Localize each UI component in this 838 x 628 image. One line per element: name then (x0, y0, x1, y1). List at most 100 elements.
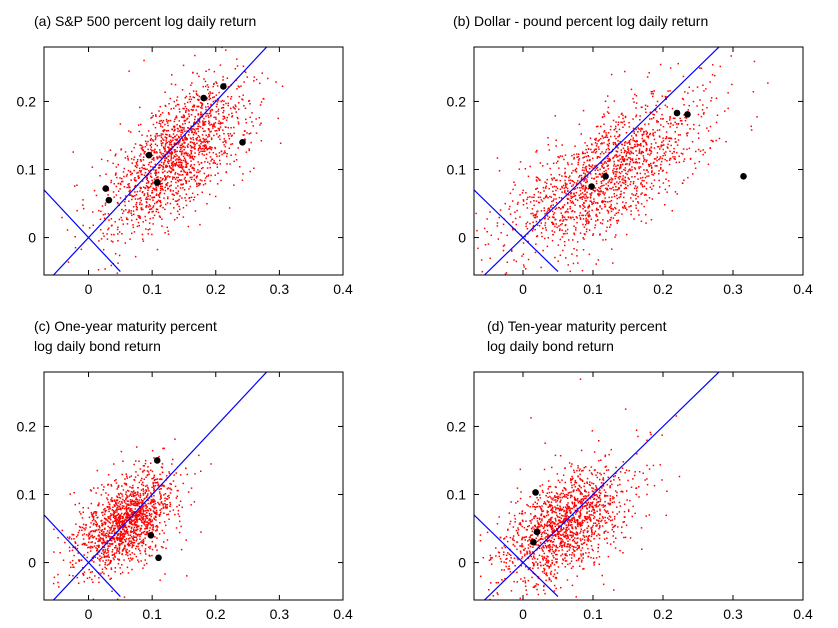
scatter-point (544, 187, 547, 189)
scatter-point (572, 180, 574, 183)
scatter-point (57, 537, 59, 539)
scatter-point (245, 118, 247, 121)
scatter-point (94, 542, 96, 544)
scatter-point (169, 119, 172, 122)
scatter-point (705, 88, 707, 90)
scatter-point (616, 222, 618, 224)
scatter-point (572, 532, 574, 534)
scatter-point (138, 499, 140, 501)
scatter-point (213, 116, 215, 119)
scatter-point (643, 194, 646, 196)
scatter-point (146, 526, 149, 528)
scatter-point (607, 164, 609, 166)
scatter-point (588, 221, 590, 223)
scatter-point (627, 177, 629, 179)
scatter-point (204, 144, 206, 147)
scatter-point (581, 498, 584, 500)
scatter-point (631, 166, 633, 168)
scatter-point (145, 142, 148, 145)
scatter-point (559, 228, 561, 230)
scatter-point (617, 142, 620, 145)
scatter-point (594, 224, 597, 226)
scatter-point (588, 253, 591, 256)
scatter-point (650, 90, 653, 93)
scatter-point (609, 219, 612, 221)
scatter-point (674, 191, 677, 193)
scatter-point (135, 512, 138, 515)
scatter-point (135, 194, 138, 196)
scatter-point (193, 128, 195, 131)
scatter-point (180, 134, 182, 136)
scatter-point (646, 159, 648, 161)
scatter-point (513, 181, 515, 183)
scatter-point (154, 512, 156, 514)
scatter-point (611, 178, 614, 180)
scatter-point (567, 198, 570, 200)
scatter-point (204, 183, 207, 185)
scatter-point (637, 202, 640, 204)
scatter-point (119, 535, 121, 538)
scatter-point (149, 205, 152, 207)
scatter-point (529, 201, 532, 203)
highlight-point (588, 183, 595, 190)
scatter-point (194, 116, 196, 118)
scatter-point (118, 500, 121, 503)
scatter-point (199, 126, 202, 128)
scatter-point (132, 226, 135, 229)
scatter-point (583, 226, 586, 228)
scatter-point (665, 98, 667, 100)
scatter-point (96, 548, 98, 550)
scatter-point (591, 151, 593, 153)
scatter-point (603, 166, 605, 169)
highlight-point (153, 457, 161, 464)
scatter-point (145, 201, 148, 203)
scatter-point (154, 166, 156, 169)
scatter-point (157, 199, 160, 202)
scatter-point (202, 121, 204, 124)
scatter-point (112, 522, 114, 524)
scatter-point (199, 140, 202, 142)
scatter-point (241, 179, 244, 181)
scatter-point (595, 213, 598, 216)
scatter-point (125, 549, 127, 552)
scatter-point (578, 214, 581, 217)
scatter-point (696, 86, 699, 88)
scatter-point (142, 542, 145, 545)
scatter-point (579, 477, 581, 480)
scatter-point (498, 216, 500, 219)
scatter-point (179, 144, 182, 147)
scatter-point (608, 142, 611, 145)
scatter-point (155, 169, 157, 171)
scatter-point (710, 139, 712, 142)
scatter-point (233, 126, 235, 129)
scatter-point (610, 188, 613, 190)
scatter-point (645, 150, 647, 152)
scatter-point (653, 90, 655, 92)
scatter-point (166, 120, 168, 122)
scatter-point (589, 159, 591, 162)
scatter-point (140, 515, 142, 517)
scatter-point (152, 481, 154, 484)
scatter-point (167, 230, 169, 232)
scatter-point (104, 561, 107, 564)
scatter-point (638, 214, 640, 216)
scatter-point (198, 99, 200, 101)
scatter-point (675, 123, 678, 125)
scatter-point (199, 121, 201, 123)
scatter-point (552, 186, 554, 188)
scatter-point (208, 112, 210, 115)
scatter-point (154, 482, 156, 484)
scatter-point (155, 189, 158, 192)
scatter-point (586, 211, 589, 214)
scatter-point (642, 139, 645, 142)
y-tick-label: 0.2 (17, 93, 37, 109)
scatter-point (189, 171, 191, 174)
scatter-point (580, 178, 583, 180)
scatter-point (628, 141, 631, 143)
scatter-point (614, 177, 617, 180)
scatter-point (551, 221, 553, 224)
scatter-point (212, 127, 214, 129)
scatter-point (137, 518, 139, 521)
scatter-point (697, 148, 700, 151)
scatter-point (210, 160, 212, 162)
